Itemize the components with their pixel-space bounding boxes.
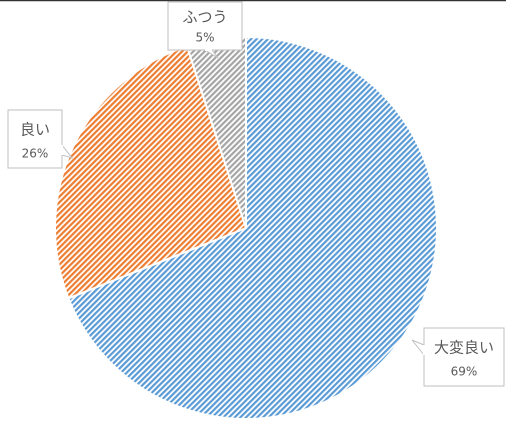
category-label-neutral: ふつう: [182, 8, 227, 26]
callout-pointer: [411, 339, 425, 357]
callout-box: [167, 1, 243, 51]
data-label-callout-very-good: 大変良い 69%: [411, 327, 505, 387]
percent-label-good: 26%: [22, 147, 49, 161]
data-label-callout-neutral: ふつう 5%: [167, 1, 243, 59]
pie-slice-good: [54, 45, 248, 300]
percent-label-very-good: 69%: [451, 365, 478, 379]
percent-label-neutral: 5%: [195, 30, 214, 44]
callout-box: [423, 327, 505, 387]
callout-box: [7, 109, 63, 169]
category-label-very-good: 大変良い: [434, 338, 494, 356]
pie-slice-very-good: [67, 35, 438, 420]
category-label-good: 良い: [20, 120, 50, 138]
data-label-callout-good: 良い 26%: [7, 109, 74, 169]
